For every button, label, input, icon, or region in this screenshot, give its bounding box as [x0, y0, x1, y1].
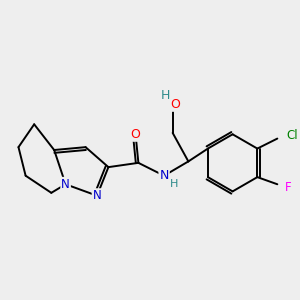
Text: N: N: [93, 189, 101, 202]
Text: N: N: [61, 178, 70, 191]
Text: N: N: [159, 169, 169, 182]
Text: H: H: [170, 179, 178, 189]
Text: H: H: [161, 89, 170, 102]
Text: Cl: Cl: [286, 129, 298, 142]
Text: F: F: [284, 181, 291, 194]
Text: O: O: [130, 128, 140, 141]
Text: O: O: [171, 98, 180, 111]
